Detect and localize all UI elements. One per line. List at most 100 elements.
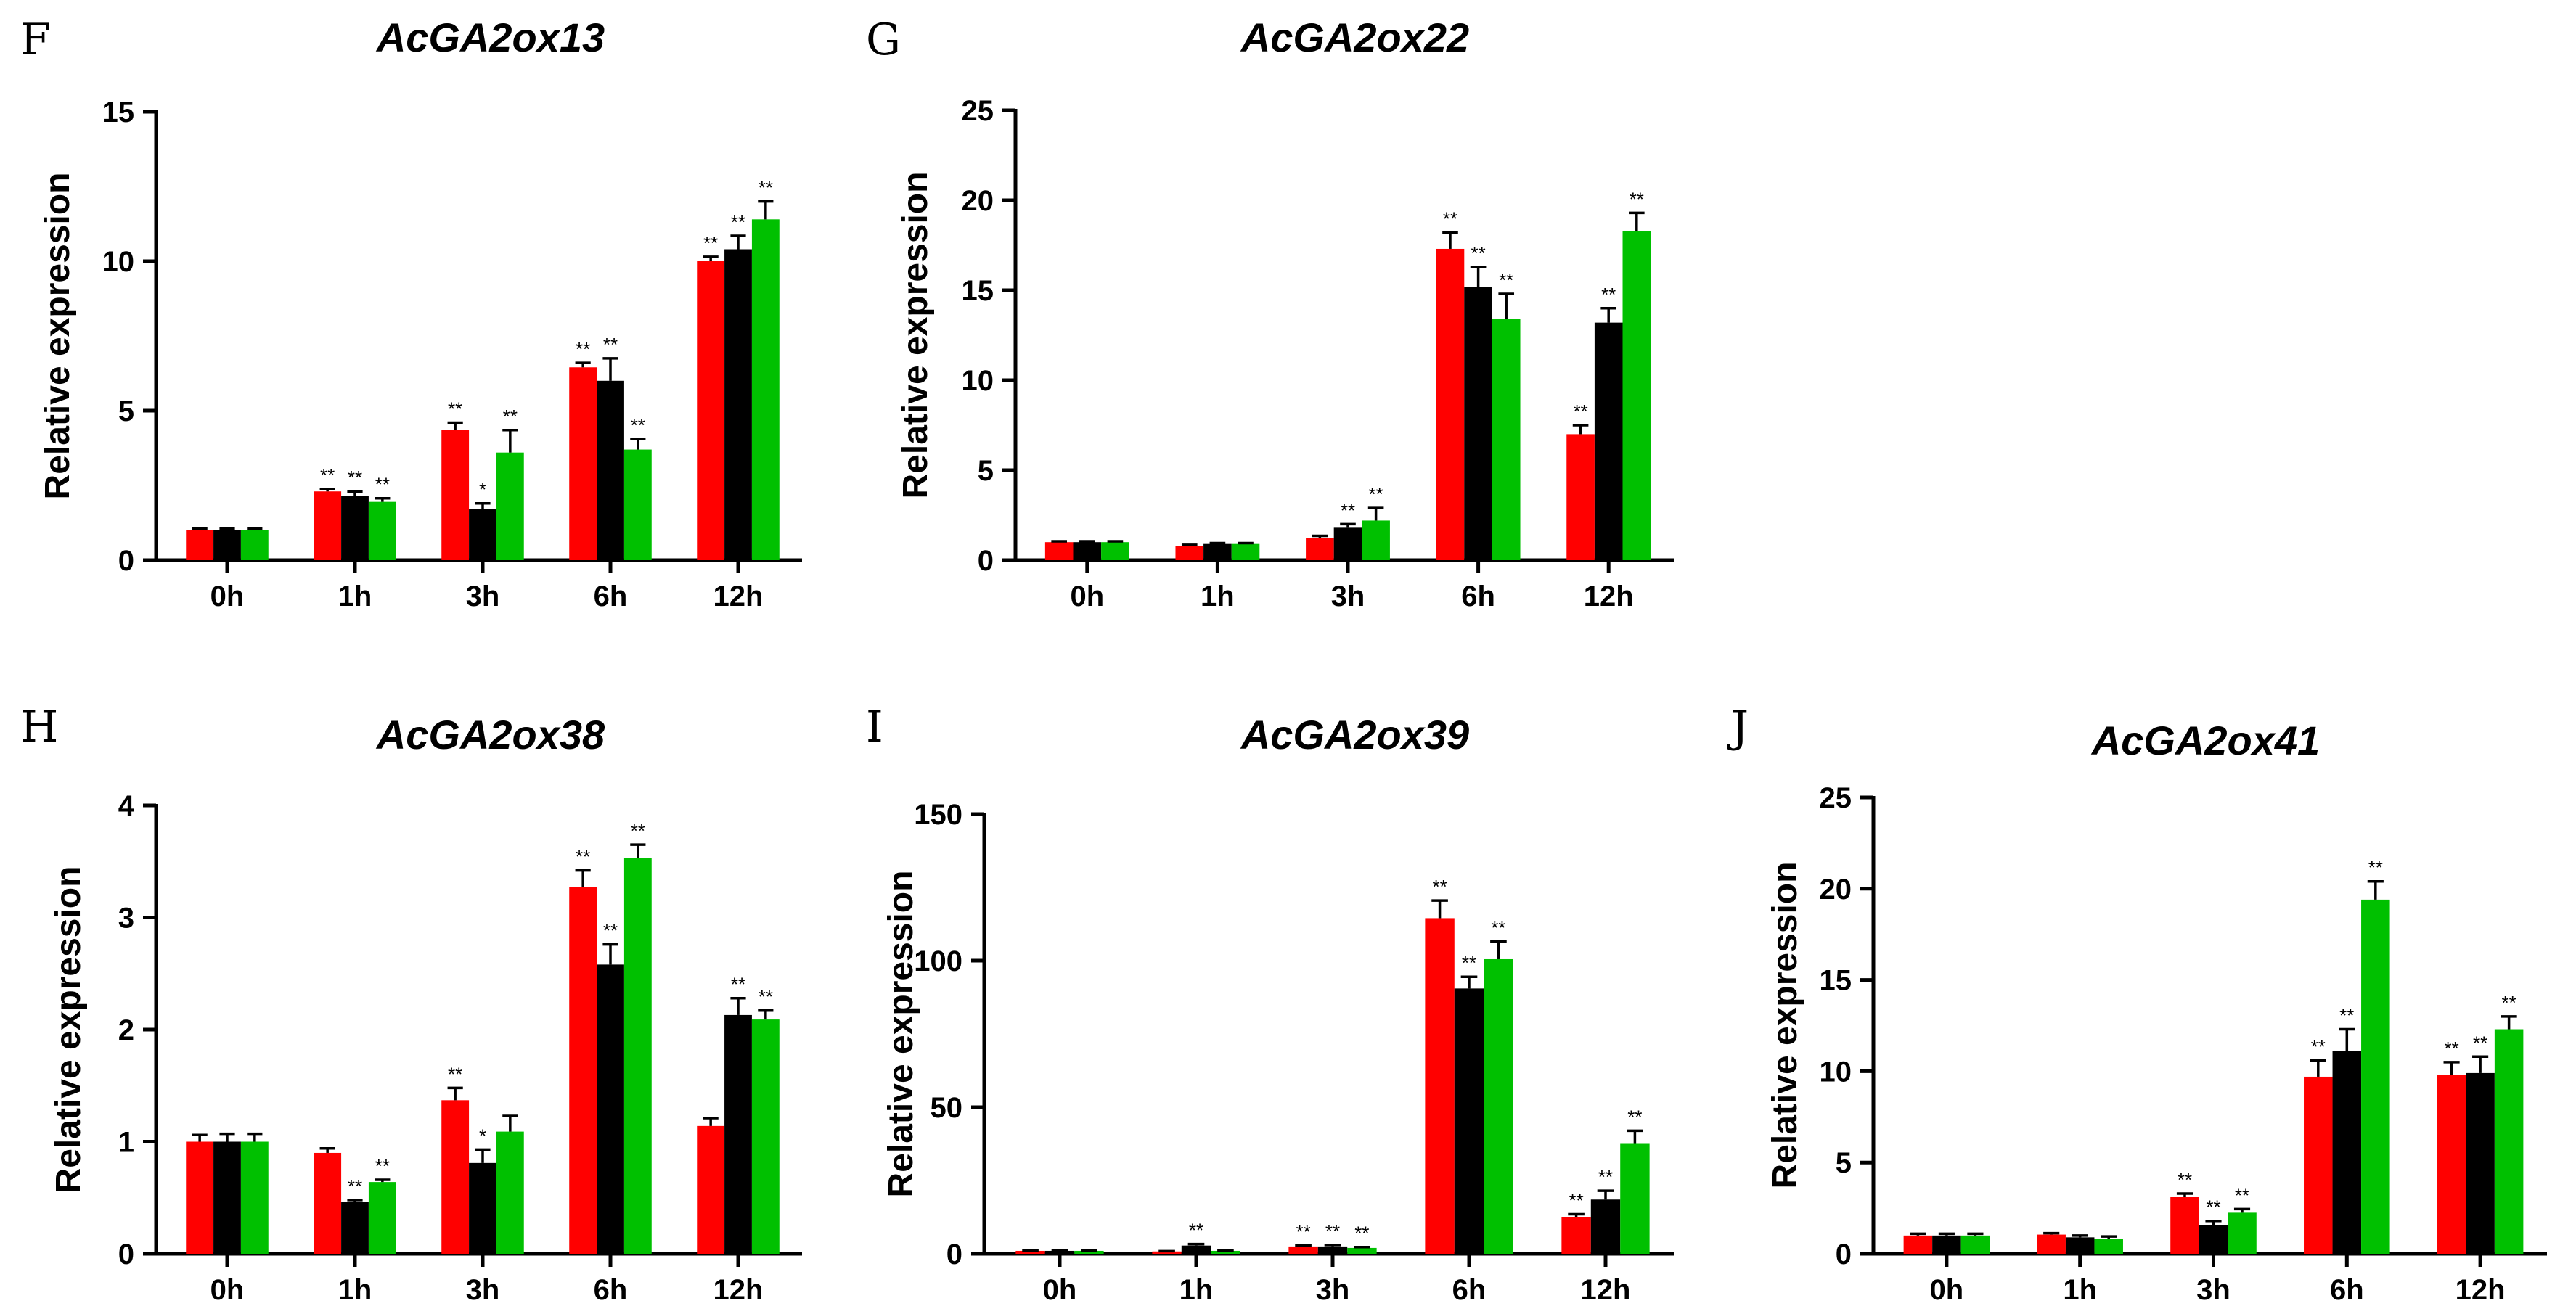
y-axis-label: Relative expression	[38, 173, 77, 500]
significance-mark: **	[1462, 952, 1476, 974]
bar	[1590, 1199, 1621, 1254]
y-tick-label: 10	[102, 246, 135, 278]
y-tick-label: 20	[1820, 874, 1852, 906]
significance-mark: **	[1432, 876, 1447, 898]
bar	[441, 430, 470, 560]
bar	[1484, 958, 1513, 1254]
bar	[2466, 1072, 2495, 1254]
significance-mark: **	[603, 920, 618, 942]
x-tick-label: 3h	[1316, 1274, 1350, 1306]
bar	[724, 1014, 752, 1254]
y-tick-label: 50	[931, 1092, 963, 1124]
significance-mark: **	[759, 177, 773, 199]
bar	[1566, 434, 1595, 560]
y-tick-label: 2	[118, 1014, 134, 1046]
bar	[1288, 1246, 1318, 1254]
significance-mark: **	[1443, 208, 1457, 230]
y-tick-label: 5	[118, 395, 134, 427]
bar	[1231, 543, 1260, 560]
significance-mark: **	[2368, 857, 2383, 879]
y-tick-label: 25	[1820, 782, 1852, 814]
bar	[1203, 543, 1232, 560]
x-tick-label: 3h	[2196, 1274, 2231, 1306]
significance-mark: **	[1471, 242, 1485, 264]
bar	[2199, 1225, 2228, 1254]
y-tick-label: 5	[1836, 1147, 1852, 1179]
significance-mark: **	[576, 338, 590, 360]
chart-title: AcGA2ox39	[1240, 712, 1469, 757]
bar	[1101, 542, 1129, 560]
significance-mark: **	[2178, 1169, 2192, 1191]
significance-mark: **	[1189, 1220, 1203, 1241]
significance-mark: **	[2501, 992, 2516, 1014]
bar	[751, 1019, 780, 1254]
bar	[469, 509, 496, 560]
significance-mark: **	[731, 974, 745, 995]
bar	[1362, 520, 1390, 560]
bar	[1347, 1247, 1377, 1254]
bar	[368, 1182, 396, 1254]
significance-mark: **	[2311, 1035, 2326, 1057]
y-tick-label: 0	[118, 545, 134, 577]
bar	[2437, 1075, 2466, 1254]
y-tick-label: 4	[118, 790, 135, 822]
significance-mark: **	[1630, 188, 1644, 210]
bar	[314, 1152, 342, 1254]
x-tick-label: 1h	[1201, 580, 1235, 612]
x-tick-label: 0h	[210, 580, 245, 612]
x-tick-label: 1h	[338, 1274, 372, 1306]
bar	[368, 501, 396, 560]
y-axis-label: Relative expression	[49, 866, 88, 1194]
bar	[1181, 1245, 1211, 1254]
bar	[724, 249, 752, 560]
x-tick-label: 12h	[713, 580, 764, 612]
bar	[751, 219, 780, 560]
significance-mark: **	[2339, 1005, 2354, 1027]
x-tick-label: 1h	[1179, 1274, 1214, 1306]
x-tick-label: 0h	[1043, 1274, 1077, 1306]
significance-mark: **	[448, 398, 462, 419]
y-tick-label: 3	[118, 903, 134, 935]
bar	[1044, 1250, 1075, 1254]
significance-mark: **	[503, 406, 518, 427]
panel-label: H	[20, 702, 58, 752]
bar	[1903, 1235, 1933, 1254]
chart-panel-f: F AcGA2ox13 Relative expression 0 5 10 15 0h 1h *…	[20, 15, 802, 612]
bar	[314, 491, 342, 560]
x-tick-label: 1h	[338, 580, 372, 612]
significance-mark: **	[1573, 401, 1587, 422]
bar	[1044, 542, 1074, 560]
significance-mark: **	[348, 1175, 362, 1197]
panel-label: I	[866, 702, 883, 752]
bar	[2332, 1051, 2362, 1254]
panel-label: F	[20, 15, 51, 65]
y-axis-label: Relative expression	[896, 172, 935, 499]
bar	[1175, 546, 1204, 560]
x-tick-label: 3h	[1331, 580, 1365, 612]
bar	[213, 530, 241, 560]
significance-mark: **	[1598, 1166, 1613, 1188]
y-tick-label: 20	[962, 185, 994, 217]
significance-mark: **	[2444, 1038, 2458, 1059]
bar	[213, 1141, 241, 1254]
x-tick-label: 3h	[466, 1274, 500, 1306]
significance-mark: **	[1354, 1223, 1369, 1244]
significance-mark: **	[1491, 917, 1505, 939]
x-tick-label: 3h	[466, 580, 500, 612]
y-tick-label: 5	[978, 455, 994, 487]
significance-mark: **	[1499, 269, 1513, 291]
bar	[623, 858, 652, 1254]
x-tick-label: 1h	[2063, 1274, 2097, 1306]
significance-mark: **	[348, 467, 362, 488]
bar	[697, 261, 725, 560]
bar	[597, 964, 624, 1254]
significance-mark: **	[703, 232, 718, 254]
y-tick-label: 10	[1820, 1056, 1852, 1088]
bar	[2037, 1234, 2066, 1254]
x-tick-label: 12h	[713, 1274, 764, 1306]
significance-mark: *	[479, 479, 486, 501]
bar	[1932, 1235, 1961, 1254]
significance-mark: **	[448, 1063, 462, 1085]
chart-title: AcGA2ox13	[375, 15, 605, 60]
